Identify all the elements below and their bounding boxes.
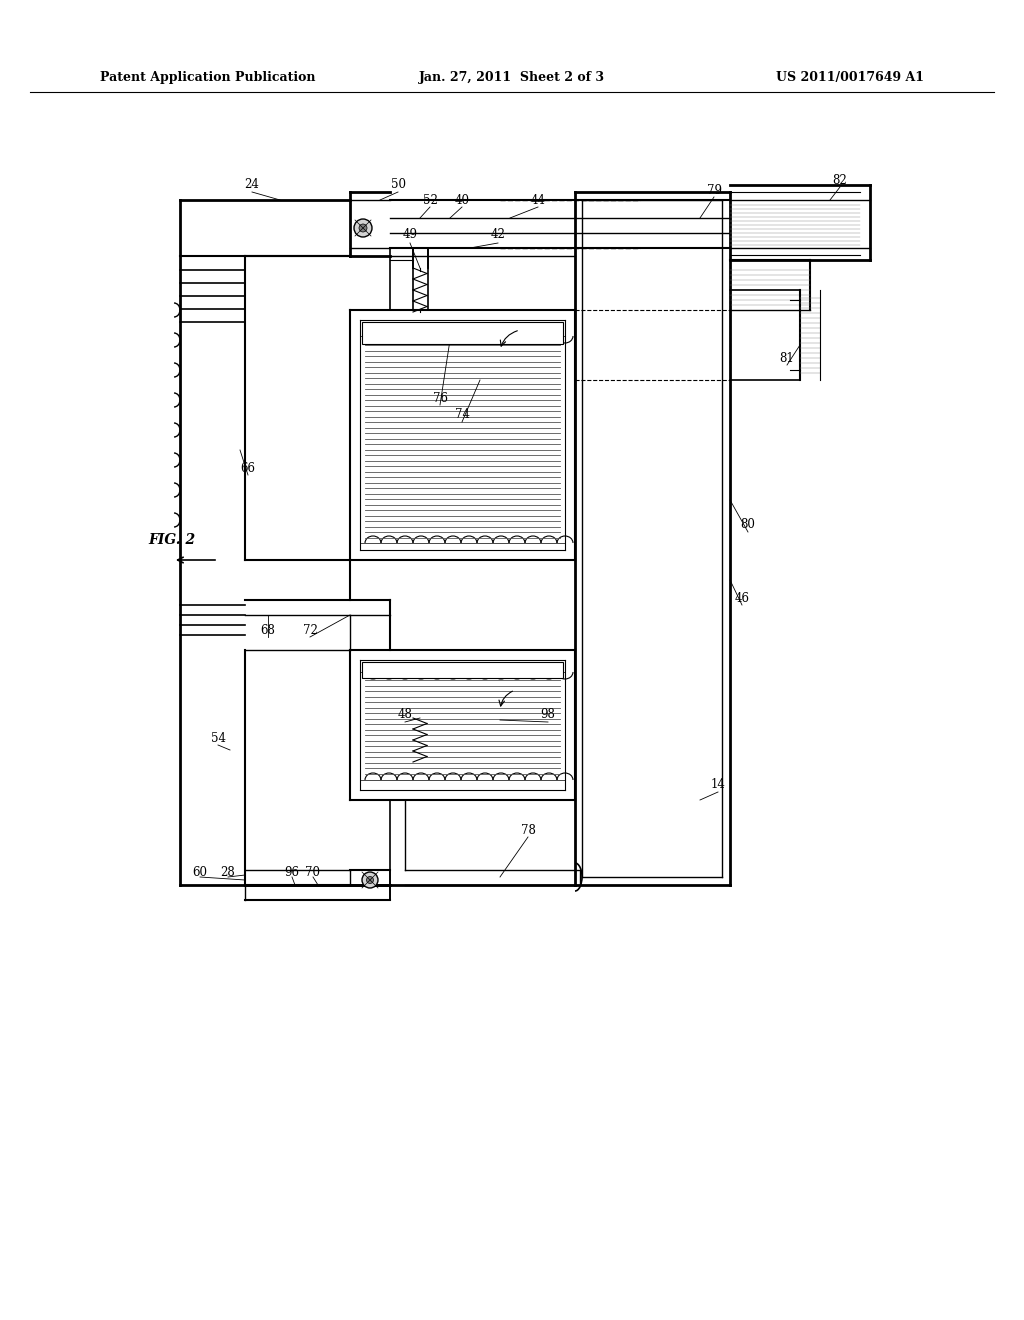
Text: 81: 81 (779, 351, 795, 364)
Text: 98: 98 (541, 709, 555, 722)
Circle shape (362, 873, 378, 888)
Text: 96: 96 (285, 866, 299, 879)
Text: Jan. 27, 2011  Sheet 2 of 3: Jan. 27, 2011 Sheet 2 of 3 (419, 71, 605, 84)
Text: 78: 78 (520, 824, 536, 837)
Text: FIG. 2: FIG. 2 (148, 533, 196, 546)
Text: 48: 48 (397, 709, 413, 722)
Text: 54: 54 (211, 731, 225, 744)
Text: 74: 74 (455, 408, 469, 421)
Text: 14: 14 (711, 779, 725, 792)
Text: 82: 82 (833, 173, 848, 186)
Circle shape (367, 876, 374, 883)
Text: 70: 70 (305, 866, 321, 879)
Text: 28: 28 (220, 866, 236, 879)
Text: 76: 76 (432, 392, 447, 404)
Text: 52: 52 (423, 194, 437, 206)
Text: 44: 44 (530, 194, 546, 206)
Text: 49: 49 (402, 228, 418, 242)
Text: 72: 72 (302, 623, 317, 636)
Text: 80: 80 (740, 519, 756, 532)
Text: 24: 24 (245, 178, 259, 191)
Circle shape (354, 219, 372, 238)
Text: 40: 40 (455, 194, 469, 206)
Text: 60: 60 (193, 866, 208, 879)
Text: US 2011/0017649 A1: US 2011/0017649 A1 (776, 71, 924, 84)
Text: 66: 66 (241, 462, 256, 474)
Text: 42: 42 (490, 228, 506, 242)
Circle shape (359, 224, 367, 232)
Text: 50: 50 (390, 178, 406, 191)
Text: 79: 79 (707, 183, 722, 197)
Text: 68: 68 (260, 623, 275, 636)
Bar (362, 663, 563, 678)
Text: Patent Application Publication: Patent Application Publication (100, 71, 315, 84)
Bar (362, 322, 563, 345)
Text: 46: 46 (734, 591, 750, 605)
